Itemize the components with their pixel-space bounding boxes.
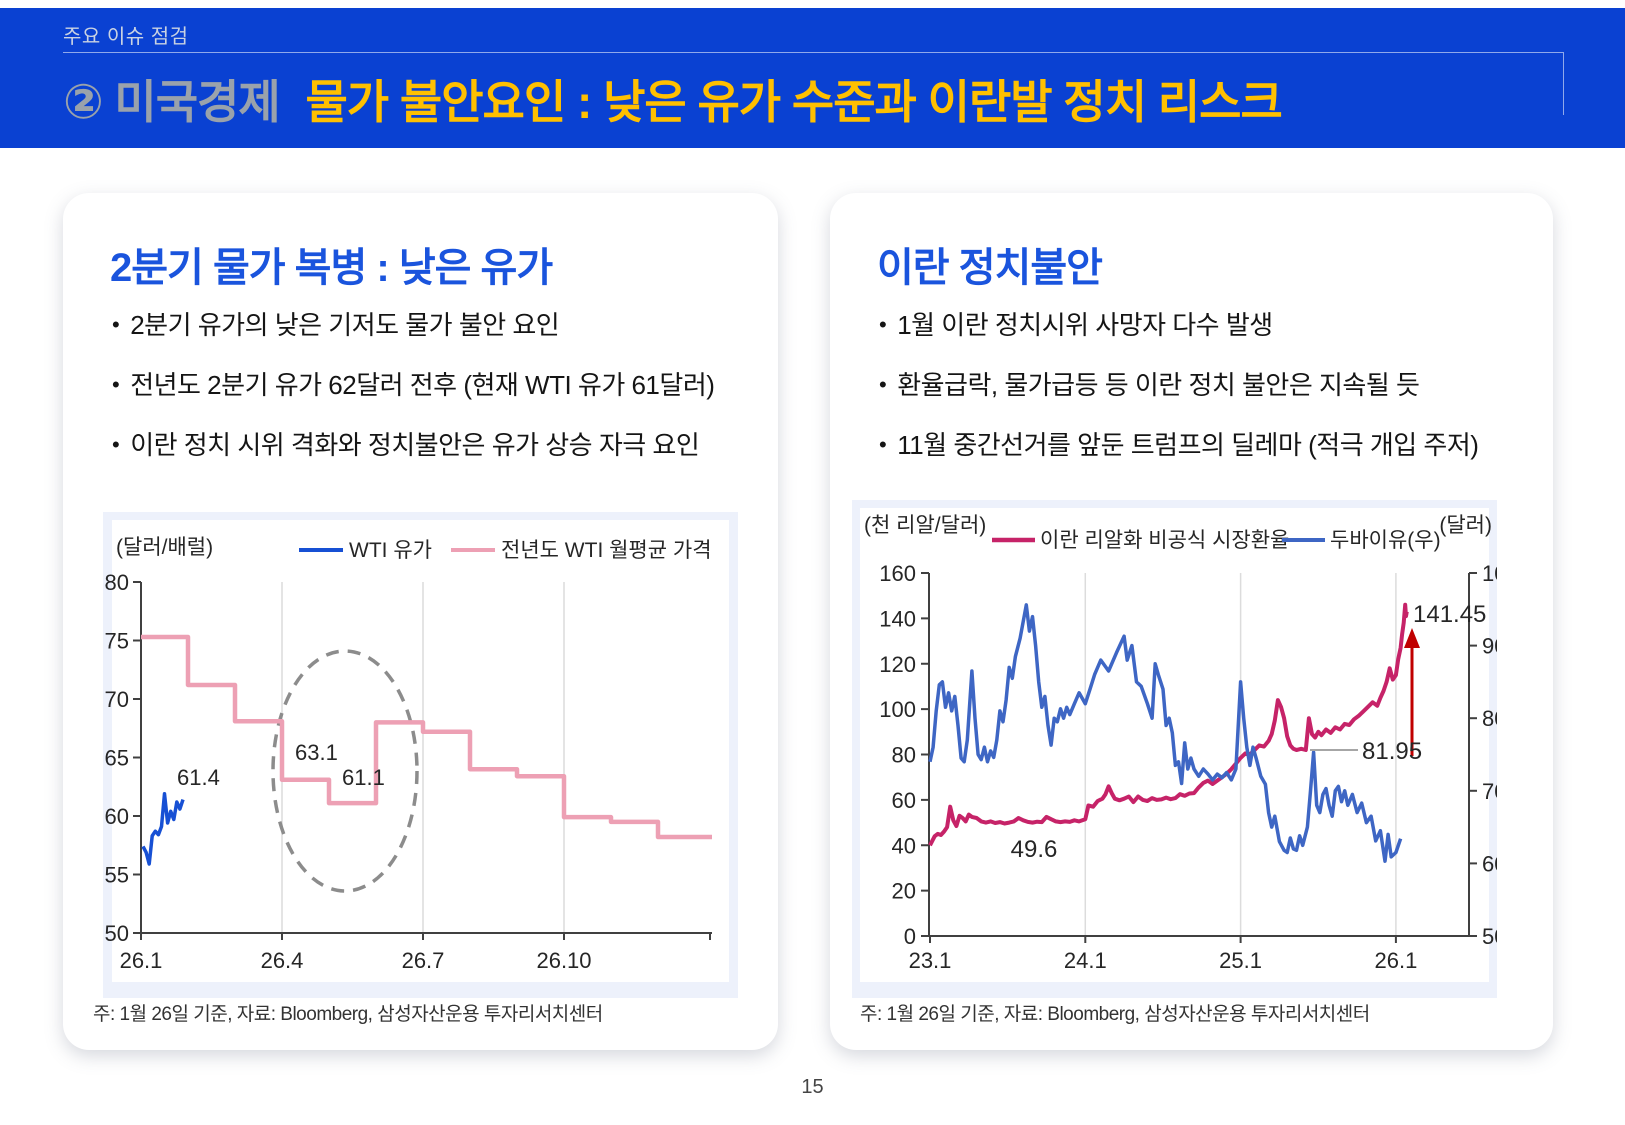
- page-title: ② 미국경제 물가 불안요인 : 낮은 유가 수준과 이란발 정치 리스크: [63, 66, 1283, 132]
- svg-text:26.10: 26.10: [536, 948, 591, 973]
- svg-text:두바이유(우): 두바이유(우): [1330, 529, 1441, 552]
- wti-chart-panel: 50 55 60 65 70 75 80 26.1 26.4 26.7 26.10 (달러/배럴) WT…: [103, 512, 738, 998]
- svg-text:65: 65: [105, 746, 129, 771]
- svg-text:20: 20: [892, 879, 916, 904]
- card-iran-politics: 이란 정치불안 1월 이란 정치시위 사망자 다수 발생 환율급락, 물가급등 …: [830, 193, 1553, 1050]
- svg-text:26.7: 26.7: [402, 948, 445, 973]
- svg-text:80: 80: [1482, 706, 1497, 731]
- bullet-list: 1월 이란 정치시위 사망자 다수 발생 환율급락, 물가급등 등 이란 정치 …: [879, 305, 1479, 485]
- svg-text:100: 100: [1482, 561, 1497, 586]
- svg-text:80: 80: [892, 743, 916, 768]
- iran-chart-panel: 0 20 40 60 80 100 120 140 160 50 60 70 80 90 100 23.1 24…: [852, 500, 1497, 998]
- svg-text:60: 60: [105, 804, 129, 829]
- svg-text:61.1: 61.1: [342, 765, 385, 790]
- svg-text:90: 90: [1482, 634, 1497, 659]
- bullet-item: 환율급락, 물가급등 등 이란 정치 불안은 지속될 듯: [879, 365, 1478, 402]
- svg-text:60: 60: [892, 788, 916, 813]
- svg-text:23.1: 23.1: [909, 948, 952, 973]
- svg-text:26.4: 26.4: [261, 948, 304, 973]
- source-note: 주: 1월 26일 기준, 자료: Bloomberg, 삼성자산운용 투자리서…: [93, 1004, 603, 1025]
- bullet-item: 11월 중간선거를 앞둔 트럼프의 딜레마 (적극 개입 주저): [879, 425, 1479, 462]
- svg-text:160: 160: [879, 561, 916, 586]
- bullet-item: 전년도 2분기 유가 62달러 전후 (현재 WTI 유가 61달러): [112, 365, 715, 402]
- svg-text:전년도 WTI 월평균 가격: 전년도 WTI 월평균 가격: [501, 539, 712, 562]
- svg-text:70: 70: [1482, 779, 1497, 804]
- bullet-item: 1월 이란 정치시위 사망자 다수 발생: [879, 305, 1478, 342]
- svg-text:81.95: 81.95: [1362, 738, 1422, 765]
- svg-text:60: 60: [1482, 851, 1497, 876]
- bullet-item: 이란 정치 시위 격화와 정치불안은 유가 상승 자극 요인: [112, 425, 714, 462]
- svg-text:(달러): (달러): [1439, 514, 1492, 537]
- svg-text:50: 50: [1482, 924, 1497, 949]
- card-heading: 이란 정치불안: [877, 246, 1103, 290]
- page-number: 15: [801, 1076, 824, 1098]
- title-banner: 주요 이슈 점검 ② 미국경제 물가 불안요인 : 낮은 유가 수준과 이란발 …: [0, 8, 1625, 148]
- svg-text:0: 0: [904, 924, 916, 949]
- svg-text:70: 70: [105, 687, 129, 712]
- svg-text:50: 50: [105, 921, 129, 946]
- page-title-gray: 미국경제: [114, 76, 280, 128]
- wti-chart: 50 55 60 65 70 75 80 26.1 26.4 26.7 26.10 (달러/배럴) WT…: [105, 520, 729, 982]
- page-title-yellow: 물가 불안요인 : 낮은 유가 수준과 이란발 정치 리스크: [305, 76, 1282, 128]
- card-heading: 2분기 물가 복병 : 낮은 유가: [110, 246, 553, 290]
- svg-text:이란 리알화 비공식 시장환율: 이란 리알화 비공식 시장환율: [1040, 529, 1289, 552]
- banner-rule: [63, 52, 1564, 115]
- svg-text:61.4: 61.4: [177, 765, 220, 790]
- source-note: 주: 1월 26일 기준, 자료: Bloomberg, 삼성자산운용 투자리서…: [860, 1004, 1370, 1025]
- svg-text:(천 리알/달러): (천 리알/달러): [864, 514, 986, 537]
- eyebrow-label: 주요 이슈 점검: [63, 26, 189, 48]
- svg-text:26.1: 26.1: [120, 948, 163, 973]
- bullet-item: 2분기 유가의 낮은 기저도 물가 불안 요인: [112, 305, 714, 342]
- svg-text:49.6: 49.6: [1011, 836, 1058, 863]
- svg-text:80: 80: [105, 570, 129, 595]
- svg-text:(달러/배럴): (달러/배럴): [116, 536, 213, 559]
- svg-text:40: 40: [892, 833, 916, 858]
- svg-text:140: 140: [879, 606, 916, 631]
- svg-text:75: 75: [105, 629, 129, 654]
- iran-chart: 0 20 40 60 80 100 120 140 160 50 60 70 80 90 100 23.1 24…: [860, 508, 1497, 982]
- svg-text:55: 55: [105, 863, 129, 888]
- svg-text:25.1: 25.1: [1219, 948, 1262, 973]
- section-number-badge: ②: [63, 76, 104, 129]
- bullet-list: 2분기 유가의 낮은 기저도 물가 불안 요인 전년도 2분기 유가 62달러 …: [112, 305, 715, 485]
- svg-text:120: 120: [879, 652, 916, 677]
- card-oil-base-effect: 2분기 물가 복병 : 낮은 유가 2분기 유가의 낮은 기저도 물가 불안 요…: [63, 193, 778, 1050]
- svg-text:WTI 유가: WTI 유가: [349, 539, 432, 562]
- svg-text:100: 100: [879, 697, 916, 722]
- svg-text:141.45: 141.45: [1413, 601, 1486, 628]
- svg-text:63.1: 63.1: [295, 740, 338, 765]
- svg-text:24.1: 24.1: [1064, 948, 1107, 973]
- svg-text:26.1: 26.1: [1374, 948, 1417, 973]
